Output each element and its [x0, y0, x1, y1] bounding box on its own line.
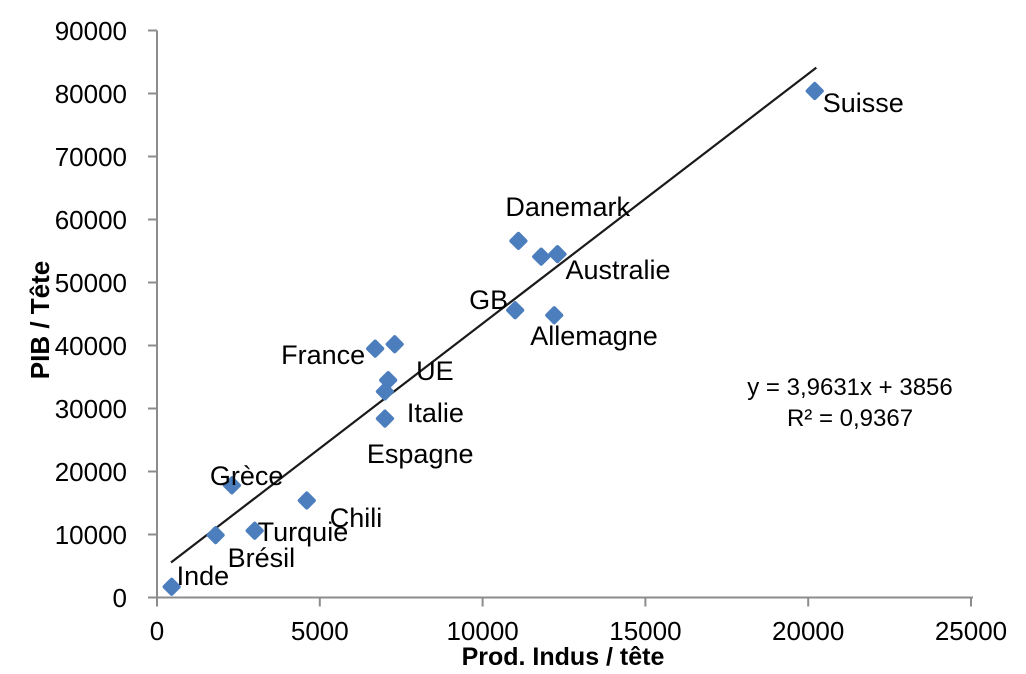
point-label-ue: UE	[416, 356, 454, 387]
data-point-unlabeled	[532, 247, 551, 266]
point-label-gb: GB	[469, 285, 509, 316]
trendline-equation: y = 3,9631x + 3856	[747, 374, 953, 401]
data-point-allemagne	[545, 306, 564, 325]
point-label-turquie: Turquie	[257, 516, 349, 547]
y-tick-label-90000: 90000	[54, 15, 127, 46]
point-label-inde: Inde	[176, 560, 230, 591]
y-tick-label-70000: 70000	[54, 141, 127, 172]
trendline-annotation: y = 3,9631x + 3856 R² = 0,9367	[700, 372, 1000, 434]
data-point-chili	[297, 491, 316, 510]
y-tick-label-30000: 30000	[54, 393, 127, 424]
y-tick-label-10000: 10000	[54, 519, 127, 550]
y-axis-title: PIB / Tête	[25, 260, 55, 380]
data-point-inde	[162, 577, 181, 596]
data-point-grece	[222, 476, 241, 495]
y-tick-label-50000: 50000	[54, 267, 127, 298]
point-label-danemark: Danemark	[505, 191, 630, 222]
data-point-ue	[379, 371, 398, 390]
data-point-danemark	[509, 231, 528, 250]
data-point-gb	[506, 301, 525, 320]
point-label-chili: Chili	[329, 503, 383, 534]
x-axis-title: Prod. Indus / tête	[461, 643, 665, 671]
point-label-grece: Grèce	[209, 461, 284, 492]
y-tick-label-80000: 80000	[54, 78, 127, 109]
data-point-bresil	[206, 526, 225, 545]
data-point-australie	[548, 245, 567, 264]
y-tick-label-40000: 40000	[54, 330, 127, 361]
y-tick-label-20000: 20000	[54, 456, 127, 487]
x-tick-label-5000: 5000	[290, 616, 349, 646]
x-tick-label-25000: 25000	[934, 616, 1008, 646]
y-tick-label-60000: 60000	[54, 204, 127, 235]
point-label-suisse: Suisse	[822, 87, 904, 118]
data-point-espagne	[375, 409, 394, 428]
trendline	[170, 66, 818, 564]
point-label-espagne: Espagne	[366, 438, 474, 469]
point-label-france: France	[281, 339, 366, 370]
data-point-france	[366, 339, 385, 358]
x-tick-label-0: 0	[149, 616, 165, 646]
point-label-bresil: Brésil	[227, 543, 296, 574]
point-label-italie: Italie	[406, 398, 464, 429]
y-tick-label-0: 0	[112, 582, 127, 613]
x-tick-label-15000: 15000	[609, 616, 682, 646]
x-tick-label-10000: 10000	[446, 616, 519, 646]
trendline-r2: R² = 0,9367	[786, 405, 914, 432]
data-point-turquie	[245, 521, 264, 540]
data-point-suisse	[805, 81, 824, 101]
x-tick-label-20000: 20000	[772, 616, 845, 646]
point-label-allemagne: Allemagne	[530, 321, 658, 352]
data-point-unlabeled	[385, 335, 404, 354]
point-label-australie: Australie	[565, 255, 671, 286]
